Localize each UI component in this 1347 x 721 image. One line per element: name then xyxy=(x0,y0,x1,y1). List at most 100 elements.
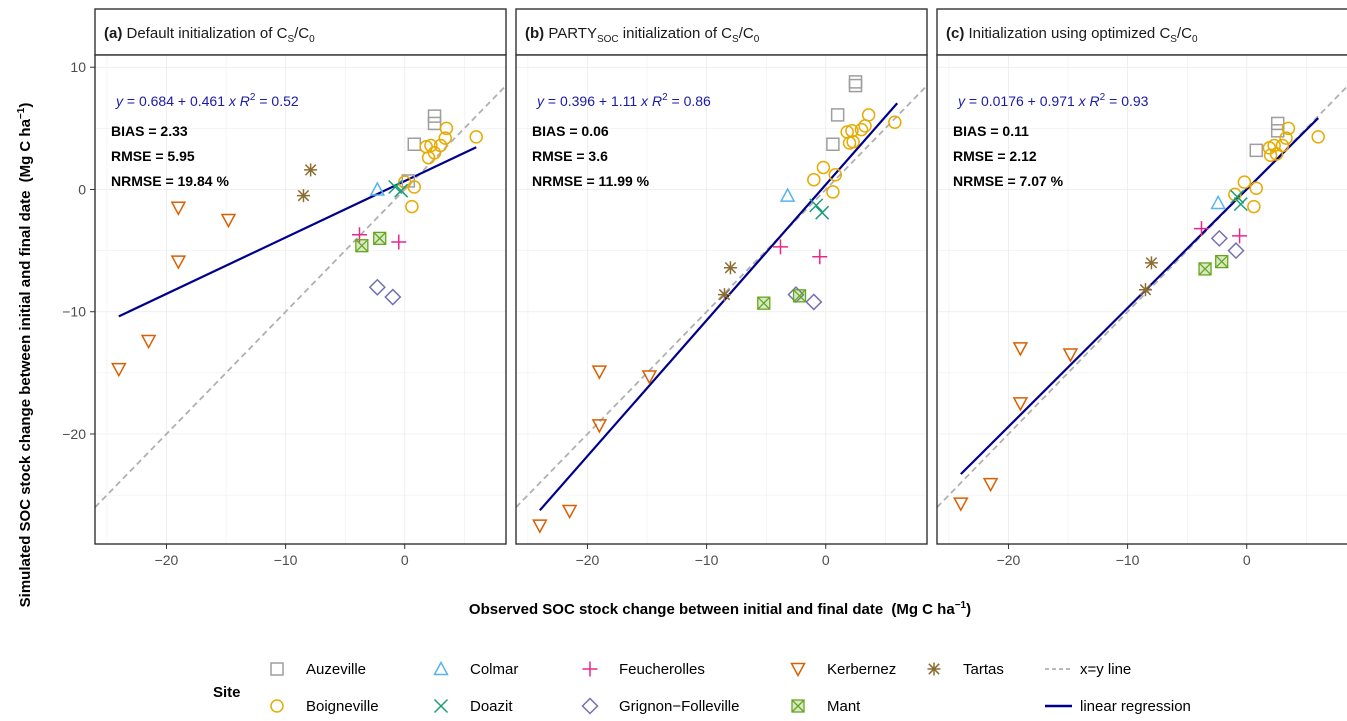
legend: Site Auzeville Boigneville Colmar Doazit Feu… xyxy=(213,660,1191,715)
panel-strip xyxy=(936,8,1347,56)
point-mant xyxy=(792,289,807,303)
legend-marker xyxy=(433,660,449,676)
legend-item-mant: Mant xyxy=(791,698,861,715)
legend-label: Colmar xyxy=(470,661,518,678)
point-boigneville xyxy=(888,115,902,129)
point-auzeville xyxy=(1270,116,1285,131)
point-doazit xyxy=(394,183,409,198)
legend-label: Tartas xyxy=(963,661,1004,678)
point-boigneville xyxy=(854,122,869,137)
panel-strip xyxy=(515,8,928,56)
point-boigneville xyxy=(1275,138,1290,153)
x-tick-label: −20 xyxy=(997,552,1021,568)
point-boigneville xyxy=(1249,181,1264,196)
point-boigneville xyxy=(1237,175,1252,189)
point-boigneville xyxy=(438,131,452,145)
point-grignon-folleville xyxy=(805,293,823,311)
legend-label: Kerbernez xyxy=(827,661,896,678)
x-tick-label: −10 xyxy=(1116,552,1140,568)
gridlines xyxy=(95,55,506,544)
point-auzeville xyxy=(848,78,863,93)
point-boigneville xyxy=(1263,148,1278,162)
point-boigneville xyxy=(1267,138,1281,153)
point-kerbernez xyxy=(532,519,548,534)
x-tick-label: 0 xyxy=(822,552,830,568)
legend-label: x=y line xyxy=(1080,661,1131,678)
panel-border xyxy=(936,54,1347,545)
point-kerbernez xyxy=(111,362,127,378)
legend-label: linear regression xyxy=(1080,698,1191,715)
points xyxy=(111,109,483,378)
point-kerbernez xyxy=(170,255,187,270)
regression-equation: y = 0.0176 + 0.971 x R2 = 0.93 xyxy=(957,92,1149,109)
gridlines xyxy=(516,55,927,544)
legend-label: Grignon−Folleville xyxy=(619,698,739,715)
point-kerbernez xyxy=(140,334,157,350)
point-boigneville xyxy=(405,199,419,214)
legend-marker xyxy=(790,662,806,678)
point-mant xyxy=(1215,254,1229,269)
point-boigneville xyxy=(407,180,422,194)
legend-item-doazit: Doazit xyxy=(433,698,513,715)
points xyxy=(953,116,1325,512)
point-kerbernez xyxy=(1062,348,1079,363)
point-tartas xyxy=(1144,256,1158,270)
point-colmar xyxy=(369,181,386,196)
point-grignon-folleville xyxy=(368,278,386,296)
point-boigneville xyxy=(1281,121,1296,136)
point-auzeville xyxy=(427,109,442,123)
regression-equation: y = 0.684 + 0.461 x R2 = 0.52 xyxy=(115,92,299,109)
x-tick-label: 0 xyxy=(1243,552,1251,568)
stat-label: RMSE = 3.6 xyxy=(532,148,608,164)
y-tick-label: −10 xyxy=(62,304,86,320)
point-tartas xyxy=(304,163,318,177)
point-doazit xyxy=(815,205,830,220)
point-kerbernez xyxy=(220,213,237,229)
legend-marker xyxy=(581,697,599,715)
point-grignon-folleville xyxy=(384,288,402,306)
point-boigneville xyxy=(421,150,436,165)
x-tick-label: 0 xyxy=(401,552,409,568)
legend-marker xyxy=(927,662,941,676)
panel-title: (a) Default initialization of CS/C0 xyxy=(104,25,315,45)
point-tartas xyxy=(1138,283,1152,297)
y-tick-label: 10 xyxy=(70,59,86,75)
point-kerbernez xyxy=(1012,342,1029,357)
point-feucherolles xyxy=(1232,228,1248,244)
legend-marker xyxy=(791,699,805,713)
point-grignon-folleville xyxy=(1210,229,1228,247)
panel-a: (a) Default initialization of CS/C0 y = 0… xyxy=(62,8,507,568)
legend-item-regression-line: linear regression xyxy=(1045,698,1191,715)
point-boigneville xyxy=(1279,131,1293,145)
x-tick-label: −10 xyxy=(274,552,298,568)
identity-line xyxy=(95,84,506,508)
stat-label: NRMSE = 7.07 % xyxy=(953,173,1064,189)
panel-border xyxy=(515,54,928,545)
legend-label: Auzeville xyxy=(306,661,366,678)
regression-line xyxy=(960,117,1319,475)
identity-line xyxy=(516,84,927,508)
point-auzeville xyxy=(830,108,845,122)
stat-label: BIAS = 0.06 xyxy=(532,123,609,139)
point-boigneville xyxy=(826,185,840,199)
legend-item-identity-line: x=y line xyxy=(1045,661,1131,678)
panel-strip xyxy=(94,8,507,56)
point-tartas xyxy=(717,288,731,302)
stat-label: RMSE = 2.12 xyxy=(953,148,1037,164)
point-doazit xyxy=(809,198,824,213)
point-colmar xyxy=(779,187,796,202)
point-doazit xyxy=(1230,189,1245,204)
point-boigneville xyxy=(433,138,448,153)
regression-line xyxy=(118,146,477,318)
point-auzeville xyxy=(1249,143,1264,158)
legend-item-kerbernez: Kerbernez xyxy=(790,661,896,678)
stat-label: BIAS = 2.33 xyxy=(111,123,188,139)
point-boigneville xyxy=(1247,199,1261,214)
point-colmar xyxy=(1210,194,1226,210)
point-tartas xyxy=(296,189,310,203)
gridlines xyxy=(937,55,1347,544)
stat-label: NRMSE = 11.99 % xyxy=(532,173,650,189)
plot-area xyxy=(95,55,506,544)
point-boigneville xyxy=(842,136,857,150)
